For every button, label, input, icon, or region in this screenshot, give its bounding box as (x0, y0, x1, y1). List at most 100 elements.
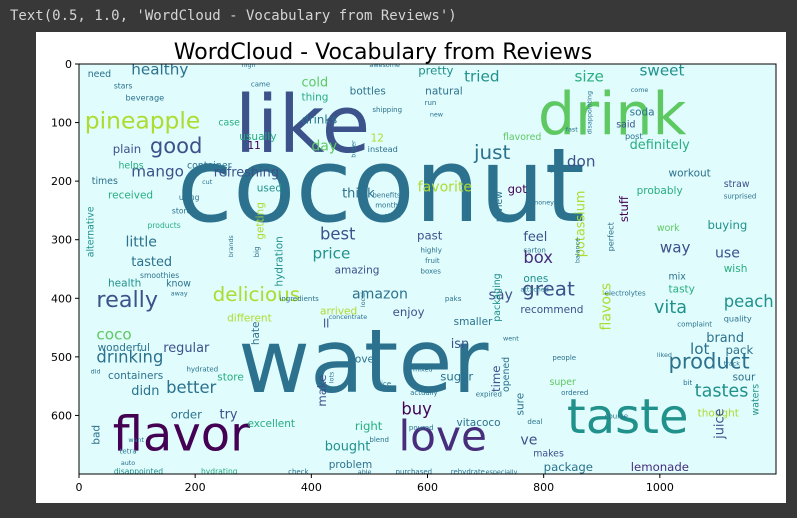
word-received: received (108, 190, 153, 202)
word-12: 12 (371, 132, 384, 144)
word-problem: problem (329, 459, 372, 471)
word-potassium: potassium (573, 191, 588, 258)
word-went: went (503, 334, 519, 342)
word-pretty: pretty (418, 64, 453, 78)
word-away: away (171, 289, 188, 297)
word-products: products (148, 221, 181, 230)
y-tick-label: 200 (51, 175, 72, 188)
word-makes: makes (533, 448, 564, 459)
word-brand: brand (706, 331, 744, 346)
word-healthy: healthy (131, 61, 188, 79)
word-brands: brands (227, 235, 235, 258)
word-stuff: stuff (617, 195, 631, 222)
word-perfect: perfect (605, 221, 615, 251)
word-mango: mango (131, 162, 184, 180)
word-auto: auto (121, 459, 135, 467)
word-using: using (179, 193, 200, 202)
word-super: super (549, 377, 576, 388)
word-past: past (417, 229, 443, 243)
word-need: need (88, 69, 111, 80)
word-got: got (508, 182, 528, 196)
word-getting: getting (255, 202, 267, 240)
word-health: health (108, 278, 141, 290)
word-boxes: boxes (421, 268, 442, 276)
word-try: try (220, 407, 238, 422)
word-containers: containers (108, 370, 163, 382)
word-instead: instead (368, 144, 398, 154)
word-cut: cut (202, 178, 213, 186)
word-coco: coco (96, 325, 131, 343)
word-tasty: tasty (669, 283, 695, 295)
word-awesome: awesome (369, 61, 400, 69)
word-highly: highly (421, 247, 442, 255)
word-coconut: coconut (177, 127, 585, 246)
word-lot: lot (690, 340, 710, 358)
word-gives: gives (384, 211, 402, 219)
word-deal: deal (527, 418, 542, 426)
word-stars: stars (114, 82, 133, 91)
word-price: price (312, 244, 350, 262)
word-bit: bit (683, 379, 692, 387)
word-rehydrate: rehydrate (451, 468, 485, 476)
y-axis: 0 100 200 300 400 500 600 (51, 58, 79, 422)
word-balance: balance (574, 238, 582, 263)
word-sour: sour (732, 371, 756, 383)
word-refreshing: refreshing (214, 165, 279, 180)
word-make: make (315, 375, 329, 407)
word-times: times (92, 176, 118, 187)
word-lemonade: lemonade (631, 460, 689, 474)
word-beverage: beverage (125, 92, 164, 102)
word-probably: probably (637, 185, 683, 197)
word-different: different (227, 313, 272, 325)
word-thing: thing (301, 91, 328, 103)
word-flavored: flavored (503, 132, 541, 143)
word-opened: opened (501, 357, 512, 392)
x-tick-label: 800 (533, 481, 554, 494)
word-definitely: definitely (630, 138, 691, 153)
word-mixed: mixed (413, 366, 433, 374)
word-carton: carton (523, 247, 545, 255)
word-love: love (398, 412, 486, 461)
word-good: good (150, 133, 203, 158)
word-drink: drink (538, 80, 687, 148)
word-case: case (218, 118, 240, 129)
word-disappointed: disappointed (114, 467, 163, 476)
y-tick-label: 600 (51, 409, 72, 422)
word-order: order (171, 407, 202, 421)
x-tick-label: 400 (301, 481, 322, 494)
word-review: review (494, 191, 505, 222)
word-actually: actually (410, 389, 438, 397)
word-way: way (660, 239, 691, 257)
word-like: like (235, 79, 371, 171)
x-axis: 0 200 400 600 800 1000 (76, 474, 674, 494)
word-loves: loves (352, 354, 380, 366)
word-recommend: recommend (520, 304, 583, 316)
word-hydrated: hydrated (186, 366, 218, 374)
word-used: used (257, 183, 282, 195)
word-disappointing: disappointing (585, 91, 593, 134)
word-said: said (616, 119, 635, 130)
word-concentrate: concentrate (329, 313, 368, 321)
word-tastes: tastes (695, 382, 749, 402)
chart-title: WordCloud - Vocabulary from Reviews (174, 40, 592, 65)
y-tick-label: 0 (65, 58, 72, 71)
word-surprised: surprised (724, 193, 757, 201)
word-usually: usually (239, 131, 276, 143)
y-tick-label: 300 (51, 234, 72, 247)
word-feel: feel (523, 230, 547, 245)
word-know: know (166, 279, 191, 290)
word-straw: straw (724, 179, 750, 190)
word-attached: attached (520, 285, 548, 293)
x-tick-label: 0 (76, 481, 83, 494)
word-run: run (425, 99, 437, 107)
word-didn: didn (131, 384, 159, 399)
word-buying: buying (707, 218, 747, 232)
word-wish: wish (724, 263, 748, 275)
word-cold: cold (301, 75, 328, 90)
word-excellent: excellent (247, 418, 295, 430)
y-tick-label: 500 (51, 351, 72, 364)
word-sweet: sweet (640, 62, 685, 80)
word-able: able (358, 468, 372, 476)
word-hydrating: hydrating (201, 467, 238, 476)
word-water: water (238, 310, 489, 413)
